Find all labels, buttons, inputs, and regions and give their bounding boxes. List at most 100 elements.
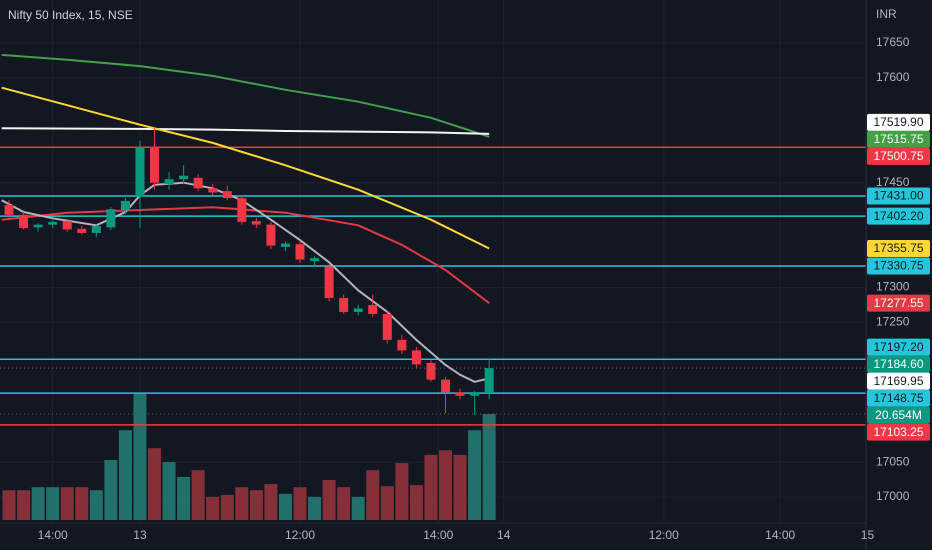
volume (2, 393, 496, 520)
candle (455, 388, 465, 400)
candle-body (237, 198, 247, 222)
candle-body (441, 379, 451, 393)
candle-body (455, 392, 465, 396)
volume-bar (337, 487, 351, 520)
candle-body (310, 258, 320, 261)
price-tag (867, 423, 930, 441)
price-tag-label: 17330.75 (873, 259, 923, 273)
price-tag (867, 355, 930, 373)
volume-bar (31, 487, 45, 520)
volume-bar (366, 470, 380, 520)
price-tag-label: 17431.00 (873, 189, 923, 203)
candle (19, 212, 29, 230)
candle-body (91, 226, 101, 234)
price-tag (867, 257, 930, 275)
volume-bar (75, 487, 89, 520)
candle (208, 184, 218, 196)
candle-body (411, 350, 421, 365)
candle (164, 172, 174, 190)
x-tick-label: 14:00 (38, 528, 68, 542)
candle-body (368, 304, 378, 315)
x-tick-label: 14 (497, 528, 511, 542)
volume-bar (424, 454, 438, 520)
candle (33, 223, 43, 232)
candle (266, 221, 276, 250)
candle-body (295, 244, 305, 260)
volume-bar (468, 430, 482, 520)
volume-bar (395, 463, 409, 520)
price-tag-label: 17197.20 (873, 340, 923, 354)
candle (251, 217, 261, 229)
volume-bar (133, 393, 147, 520)
candle (295, 240, 305, 264)
volume-bar (482, 414, 496, 520)
volume-bar (17, 490, 31, 520)
volume-bar (439, 450, 453, 520)
candle (441, 376, 451, 414)
candle (280, 241, 290, 252)
candle (179, 165, 189, 185)
x-tick-label: 15 (861, 528, 875, 542)
candle (48, 220, 58, 229)
candle-body (150, 147, 160, 183)
y-tick-label: 17300 (876, 280, 910, 294)
candle-body (33, 224, 43, 228)
volume-bar (453, 454, 467, 520)
price-tag-label: 17515.75 (873, 132, 923, 146)
volume-bar (293, 487, 307, 520)
candle-body (222, 191, 232, 199)
candle (120, 198, 130, 215)
candle (339, 294, 349, 315)
price-tag (867, 130, 930, 148)
y-tick-label: 17650 (876, 35, 910, 49)
candle (397, 334, 407, 354)
candle-body (179, 175, 189, 180)
x-tick-label: 13 (133, 528, 147, 542)
candle (484, 359, 494, 400)
price-tag (867, 240, 930, 258)
volume-bar (162, 462, 176, 520)
volume-bar (60, 487, 74, 520)
price-tag-label: 17184.60 (873, 357, 923, 371)
price-tag-label: 20.654M (875, 408, 922, 422)
candle (222, 185, 232, 201)
moving-average (1, 206, 490, 304)
volume-bar (235, 487, 249, 520)
candle (470, 390, 480, 415)
price-tag (867, 147, 930, 165)
y-tick-label: 17000 (876, 489, 910, 503)
candle-body (4, 205, 14, 215)
moving-average (1, 181, 490, 383)
candle (411, 346, 421, 368)
volume-bar (118, 430, 132, 520)
x-tick-label: 14:00 (765, 528, 795, 542)
candles (4, 126, 494, 415)
candle (382, 311, 392, 344)
volume-bar (264, 484, 278, 520)
last-price (0, 367, 866, 415)
candle-body (426, 362, 436, 380)
volume-bar (177, 476, 191, 520)
price-tag-label: 17103.25 (873, 425, 923, 439)
x-tick-label: 12:00 (649, 528, 679, 542)
candle (310, 256, 320, 267)
candle (91, 224, 101, 238)
candle-body (484, 368, 494, 394)
volume-bar (148, 448, 162, 520)
candle (150, 126, 160, 190)
volume-bar (322, 479, 336, 520)
candle-body (77, 228, 87, 234)
candle-body (48, 221, 58, 225)
y-tick-label: 17250 (876, 315, 910, 329)
price-tag (867, 389, 930, 407)
candle (237, 195, 247, 225)
candle-body (324, 266, 334, 298)
price-tag (867, 406, 930, 424)
volume-bar (46, 487, 60, 520)
volume-bar (206, 496, 220, 520)
volume-bar (104, 459, 118, 520)
moving-average (1, 127, 490, 135)
candle-body (208, 188, 218, 193)
